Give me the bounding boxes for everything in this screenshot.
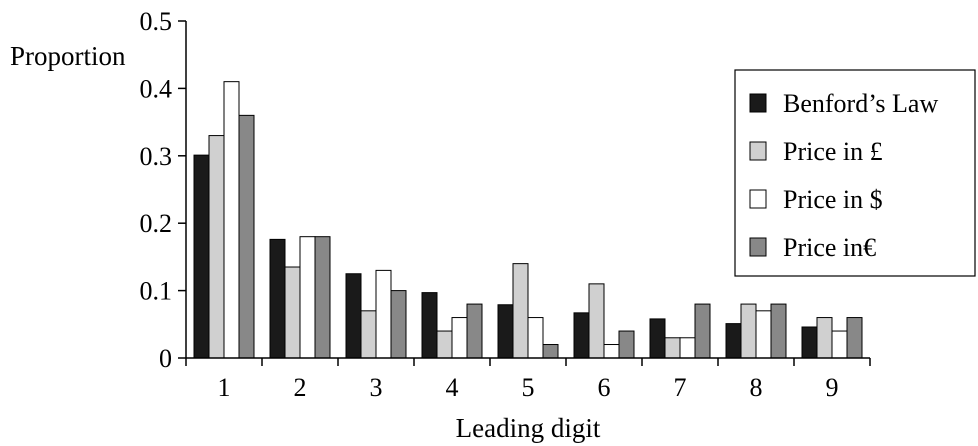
x-tick-label: 9: [826, 373, 839, 402]
x-ticks-group: 1 2 3 4 5 6 7 8 9: [185, 358, 871, 402]
bar-series-3-digit-7: [694, 303, 711, 359]
legend-swatch-1: [749, 141, 767, 161]
y-tick-label: 0: [159, 344, 172, 373]
bar-series-2-digit-5: [527, 317, 544, 359]
bar-series-0-digit-5: [497, 304, 514, 359]
legend-label-0: Benford’s Law: [783, 89, 938, 118]
legend-swatch-2: [749, 189, 767, 209]
y-tick-label: 0.1: [140, 277, 173, 306]
bar-series-1-digit-9: [816, 317, 833, 359]
bar-series-3-digit-1: [238, 114, 255, 359]
bar-series-0-digit-3: [345, 273, 362, 359]
bar-series-0-digit-4: [421, 292, 438, 359]
y-axis-title: Proportion: [10, 41, 126, 71]
x-tick-label: 6: [598, 373, 611, 402]
bar-series-0-digit-2: [269, 238, 286, 359]
axes-group: [185, 21, 870, 359]
bar-series-3-digit-3: [390, 290, 407, 359]
y-tick-label: 0.3: [140, 142, 173, 171]
bar-series-0-digit-9: [801, 326, 818, 359]
x-tick-label: 7: [674, 373, 687, 402]
y-tick-label: 0.4: [140, 74, 173, 103]
legend-label-1: Price in £: [783, 137, 883, 166]
bar-series-0-digit-1: [193, 154, 210, 359]
y-tick-label: 0.5: [140, 7, 173, 36]
bar-series-0-digit-8: [725, 323, 742, 359]
legend-box: [734, 69, 976, 277]
bar-series-0-digit-6: [573, 312, 590, 359]
bar-series-2-digit-7: [679, 337, 696, 359]
bars-group: [193, 81, 863, 359]
bar-series-1-digit-3: [360, 310, 377, 359]
legend-swatch-3: [749, 237, 767, 257]
bar-series-1-digit-5: [512, 263, 529, 359]
bar-series-1-digit-1: [208, 135, 225, 359]
x-tick-label: 2: [294, 373, 307, 402]
bar-series-2-digit-3: [375, 269, 392, 359]
bar-series-1-digit-7: [664, 337, 681, 359]
x-tick-label: 3: [370, 373, 383, 402]
bar-series-1-digit-8: [740, 303, 757, 359]
legend-label-2: Price in $: [783, 185, 883, 214]
x-tick-label: 1: [218, 373, 231, 402]
bar-series-1-digit-2: [284, 266, 301, 359]
legend-swatch-0: [749, 93, 767, 113]
bar-series-3-digit-5: [542, 344, 559, 359]
bar-series-2-digit-6: [603, 344, 620, 359]
bar-series-3-digit-8: [770, 303, 787, 359]
bar-series-3-digit-4: [466, 303, 483, 359]
bar-series-3-digit-9: [846, 317, 863, 359]
y-tick-label: 0.2: [140, 209, 173, 238]
bar-series-2-digit-2: [299, 236, 316, 359]
x-tick-label: 8: [750, 373, 763, 402]
bar-series-0-digit-7: [649, 318, 666, 359]
bar-series-3-digit-6: [618, 330, 635, 359]
bar-series-2-digit-4: [451, 317, 468, 359]
x-tick-label: 5: [522, 373, 535, 402]
legend-label-3: Price in€: [783, 233, 876, 262]
legend: Benford’s Law Price in £ Price in $ Price i…: [734, 69, 976, 277]
bar-series-1-digit-4: [436, 330, 453, 359]
bar-series-3-digit-2: [314, 236, 331, 359]
x-axis-title: Leading digit: [456, 413, 601, 443]
x-tick-label: 4: [446, 373, 459, 402]
bar-series-2-digit-9: [831, 330, 848, 359]
bar-series-1-digit-6: [588, 283, 605, 359]
bar-series-2-digit-8: [755, 310, 772, 359]
y-ticks-group: 0 0.1 0.2 0.3 0.4 0.5: [140, 7, 186, 373]
bar-series-2-digit-1: [223, 81, 240, 359]
